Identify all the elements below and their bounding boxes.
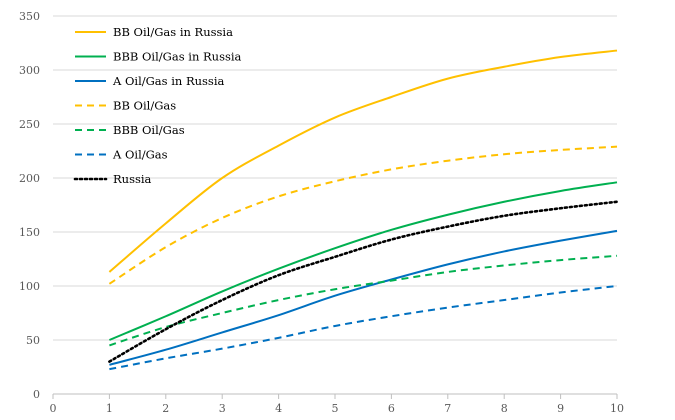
series-lines xyxy=(108,49,619,371)
y-tick-label: 100 xyxy=(19,280,40,293)
x-tick-label: 7 xyxy=(444,402,451,415)
y-tick-label: 150 xyxy=(19,226,40,239)
x-tick-label: 6 xyxy=(388,402,395,415)
x-tick-label: 2 xyxy=(162,402,169,415)
y-tick-label: 300 xyxy=(19,64,40,77)
legend-label-1: BBB Oil/Gas in Russia xyxy=(113,50,242,64)
legend-label-4: BBB Oil/Gas xyxy=(113,123,185,137)
legend-label-3: BB Oil/Gas xyxy=(113,99,176,113)
y-tick-label: 250 xyxy=(19,118,40,131)
x-tick-label: 5 xyxy=(332,402,339,415)
series-line-6 xyxy=(108,200,619,363)
x-tick-label: 9 xyxy=(557,402,564,415)
y-tick-label: 0 xyxy=(33,388,40,401)
legend-label-6: Russia xyxy=(113,172,152,186)
x-tick-label: 0 xyxy=(50,402,57,415)
x-tick-label: 3 xyxy=(219,402,226,415)
x-tick-label: 8 xyxy=(501,402,508,415)
x-tick-label: 10 xyxy=(610,402,624,415)
axes: 0 50 100 150 200 250 300 350 0 1 2 3 4 5 6 7 8 9 10 xyxy=(19,10,624,415)
y-tick-label: 350 xyxy=(19,10,40,23)
series-line-2 xyxy=(109,229,618,366)
series-line-3 xyxy=(108,145,618,285)
series-line-0 xyxy=(108,49,618,273)
y-tick-label: 50 xyxy=(26,334,40,347)
legend-label-2: A Oil/Gas in Russia xyxy=(112,74,225,88)
series-line-4 xyxy=(109,254,618,347)
y-tick-label: 200 xyxy=(19,172,40,185)
gridlines xyxy=(53,15,617,341)
legend: BB Oil/Gas in Russia BBB Oil/Gas in Russi… xyxy=(73,25,242,186)
x-tick-label: 4 xyxy=(275,402,282,415)
legend-label-5: A Oil/Gas xyxy=(112,148,168,162)
legend-label-0: BB Oil/Gas in Russia xyxy=(113,25,233,39)
x-tick-label: 1 xyxy=(106,402,113,415)
series-line-1 xyxy=(109,181,618,341)
series-line-5 xyxy=(109,285,618,371)
